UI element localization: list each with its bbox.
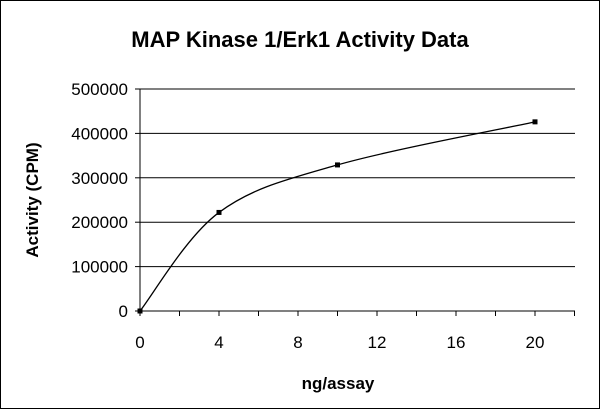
y-tick-label: 200000 [71, 213, 128, 232]
y-tick-label: 300000 [71, 169, 128, 188]
y-tick-label: 0 [119, 302, 128, 321]
chart-title: MAP Kinase 1/Erk1 Activity Data [131, 27, 469, 52]
x-tick-label: 12 [368, 333, 387, 352]
x-axis-ticks: 0 4 8 12 16 20 [135, 311, 575, 352]
data-point [335, 162, 340, 168]
x-tick-label: 0 [135, 333, 144, 352]
y-tick-label: 400000 [71, 124, 128, 143]
x-tick-label: 4 [214, 333, 223, 352]
series-line [139, 121, 536, 312]
data-point [532, 119, 538, 125]
x-tick-label: 16 [447, 333, 466, 352]
x-tick-label: 8 [293, 333, 302, 352]
data-point [216, 209, 222, 215]
x-tick-label: 20 [526, 333, 545, 352]
x-axis-title: ng/assay [302, 374, 375, 393]
y-axis-title: Activity (CPM) [23, 142, 42, 257]
y-tick-label: 100000 [71, 258, 128, 277]
axes [139, 89, 575, 312]
gridlines [140, 88, 575, 268]
y-axis-ticks: 0 100000 200000 300000 400000 500000 [71, 80, 140, 321]
data-point [137, 308, 143, 314]
data-points [137, 119, 538, 314]
y-tick-label: 500000 [71, 80, 128, 99]
